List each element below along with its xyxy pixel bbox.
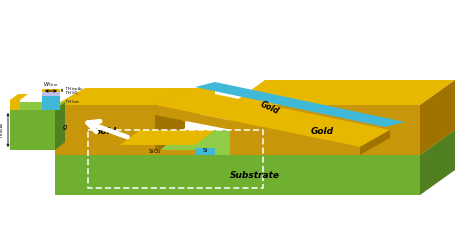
Polygon shape [230,105,420,155]
Polygon shape [55,88,185,105]
Polygon shape [55,102,65,150]
Polygon shape [420,80,455,155]
Polygon shape [42,96,60,110]
Text: Gold: Gold [259,100,281,116]
Polygon shape [155,88,185,155]
Polygon shape [155,88,390,147]
Polygon shape [230,80,455,105]
Text: Substrate: Substrate [230,171,280,180]
Polygon shape [55,155,420,195]
Polygon shape [10,94,28,100]
Text: $\uparrow\!\!H_{\rm SiO_2}$: $\uparrow\!\!H_{\rm SiO_2}$ [64,90,80,98]
Bar [88,130,263,188]
Polygon shape [42,92,60,96]
Polygon shape [55,105,155,155]
Text: $g$: $g$ [62,123,68,133]
Text: Si: Si [202,147,208,153]
Polygon shape [195,82,405,127]
Polygon shape [155,105,360,155]
Text: Gold: Gold [310,128,334,136]
Polygon shape [10,110,55,150]
Polygon shape [10,100,20,110]
Polygon shape [360,130,390,155]
Polygon shape [420,130,455,195]
Polygon shape [120,150,195,155]
Polygon shape [55,130,455,155]
Polygon shape [10,102,65,110]
Polygon shape [42,89,60,92]
Text: $W_{\rm Core}$: $W_{\rm Core}$ [43,80,59,89]
Text: $\rm SiO_2$: $\rm SiO_2$ [148,147,162,156]
Text: $\uparrow\!\!H_{\rm top\text{-}Au}$: $\uparrow\!\!H_{\rm top\text{-}Au}$ [64,86,83,94]
Polygon shape [185,88,215,105]
Polygon shape [195,148,215,155]
Text: Gold: Gold [93,128,117,136]
Polygon shape [120,130,215,145]
Polygon shape [155,88,215,122]
Text: $H_{\rm rail\text{-}Au}$: $H_{\rm rail\text{-}Au}$ [0,122,6,138]
Text: $\uparrow\!\!H_{\rm Core}$: $\uparrow\!\!H_{\rm Core}$ [64,98,80,106]
